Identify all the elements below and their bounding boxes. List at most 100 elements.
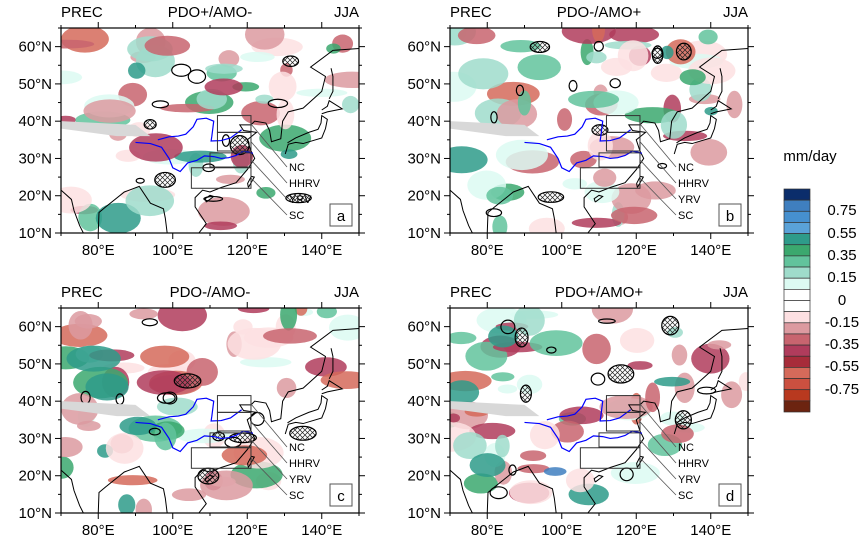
colorbar-tick-label: 0: [837, 291, 847, 309]
panel-label-box: [718, 203, 742, 227]
precip-anomaly-field: [450, 308, 748, 513]
coastline: [593, 194, 604, 203]
anomaly-patch: [654, 376, 691, 387]
significance-contour: [141, 318, 158, 327]
lon-tick-label: 80°E: [82, 522, 115, 539]
lat-tick-label: 40°N: [407, 113, 441, 130]
coastline: [194, 328, 359, 513]
lon-tick-label: 140°E: [301, 242, 342, 259]
lat-tick-label: 20°N: [18, 188, 52, 205]
yangtze-river: [135, 421, 253, 453]
anomaly-patch: [218, 50, 240, 68]
region-leader-line: [639, 141, 677, 184]
anomaly-patch: [721, 381, 743, 409]
lat-tick-label: 30°N: [407, 150, 441, 167]
significance-contour: [590, 372, 606, 386]
anomaly-patch: [707, 340, 732, 350]
anomaly-patch: [592, 28, 605, 43]
lat-tick-label: 10°N: [407, 225, 441, 242]
anomaly-patch: [557, 108, 573, 131]
significance-contour: [267, 98, 289, 109]
coastline: [194, 48, 359, 233]
colorbar-box: [783, 389, 811, 402]
anomaly-patch: [221, 445, 268, 466]
significance-hatch: [607, 364, 635, 384]
anomaly-patch: [610, 206, 658, 225]
region-label-sc: SC: [289, 490, 304, 502]
precip-anomaly-field: [61, 28, 359, 233]
significance-hatch: [154, 171, 177, 188]
anomaly-patch: [95, 202, 141, 233]
anomaly-patch: [492, 215, 508, 233]
lon-tick-label: 140°E: [690, 242, 731, 259]
map-panel-d: NC HHRV YRV SC 10°N 20°N 30°N 40°N 50°N 60°N 80°E 1…: [407, 284, 754, 539]
colorbar-box: [783, 222, 811, 234]
anomaly-patch: [599, 394, 653, 419]
anomaly-patch: [517, 464, 550, 474]
missing-data-area: [450, 401, 540, 417]
panel-title-center: PDO-/AMO+: [557, 4, 642, 21]
significance-hatch: [675, 42, 692, 61]
lat-tick-label: 30°N: [18, 430, 52, 447]
coastline: [593, 474, 604, 483]
yellow-river: [157, 397, 243, 422]
lat-tick-label: 60°N: [407, 39, 441, 56]
anomaly-patch: [520, 450, 547, 462]
anomaly-patch: [645, 382, 661, 413]
anomaly-patch: [205, 63, 243, 74]
anomaly-patch: [129, 133, 183, 162]
colorbar-box: [783, 199, 811, 212]
region-label-hhrv: HHRV: [678, 458, 710, 470]
missing-data-area: [61, 401, 151, 417]
region-label-yrv: YRV: [678, 194, 701, 206]
anomaly-patch: [61, 39, 95, 49]
region-box-yrv: [598, 432, 641, 448]
anomaly-patch: [233, 319, 253, 335]
anomaly-patch: [486, 186, 514, 205]
anomaly-patch: [704, 106, 718, 116]
anomaly-patch: [305, 357, 347, 377]
lat-tick-label: 40°N: [18, 113, 52, 130]
significance-contour: [546, 346, 557, 354]
anomaly-patch: [61, 186, 92, 214]
colorbar-tick-label: 0.15: [827, 269, 857, 287]
panel-title-left: PREC: [61, 4, 103, 21]
colorbar-tick-label: -0.75: [824, 380, 860, 398]
anomaly-patch: [83, 99, 136, 123]
coastline: [97, 465, 168, 513]
colorbar-tick-label: 0.55: [827, 224, 857, 242]
lat-tick-label: 50°N: [407, 356, 441, 373]
anomaly-patch: [157, 308, 207, 332]
panel-title-right: JJA: [723, 284, 748, 301]
anomaly-patch: [617, 40, 649, 72]
region-label-hhrv: HHRV: [678, 178, 710, 190]
anomaly-patch: [660, 45, 674, 60]
colorbar-title: mm/day: [783, 148, 837, 165]
significance-contour: [598, 318, 616, 324]
significance-contour: [162, 391, 178, 405]
region-leader-line: [639, 403, 677, 448]
colorbar-box: [783, 367, 811, 379]
significance-contour: [187, 69, 207, 84]
lat-tick-label: 20°N: [407, 188, 441, 205]
colorbar-tick-label: 0.35: [827, 246, 857, 264]
anomaly-patch: [118, 494, 136, 513]
anomaly-patch: [698, 29, 718, 45]
anomaly-patch: [586, 51, 607, 64]
region-label-sc: SC: [678, 210, 693, 222]
region-label-yrv: YRV: [289, 194, 312, 206]
anomaly-patch: [458, 58, 509, 90]
lon-tick-label: 140°E: [301, 522, 342, 539]
map-panel-c: NC HHRV YRV SC 10°N 20°N 30°N 40°N 50°N 60°N 80°E 1…: [18, 284, 365, 539]
missing-data-area: [61, 121, 151, 137]
precip-anomaly-field: [61, 308, 359, 513]
significance-hatch: [674, 410, 692, 430]
region-leader-line: [250, 123, 288, 168]
colorbar-box: [783, 244, 811, 257]
lat-tick-label: 30°N: [18, 150, 52, 167]
coastline: [450, 469, 473, 513]
significance-hatch: [514, 327, 529, 348]
anomaly-patch: [174, 150, 227, 163]
anomaly-patch: [61, 70, 83, 85]
